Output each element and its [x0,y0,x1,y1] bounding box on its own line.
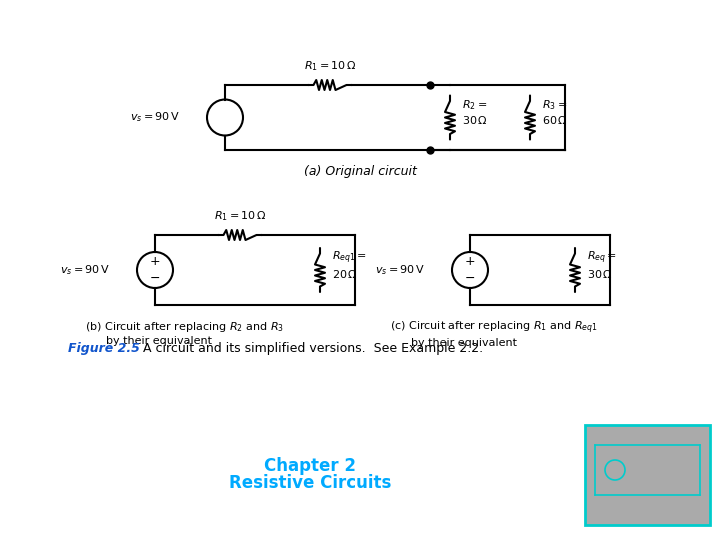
Text: −: − [150,272,161,285]
Text: Figure 2.5: Figure 2.5 [68,342,140,355]
Text: A circuit and its simplified versions.  See Example 2.2.: A circuit and its simplified versions. S… [135,342,483,355]
Text: $R_1 = 10\,\Omega$: $R_1 = 10\,\Omega$ [214,209,266,223]
FancyBboxPatch shape [585,425,710,525]
Text: $R_3 =$
$60\,\Omega$: $R_3 =$ $60\,\Omega$ [542,99,568,126]
Text: +: + [150,255,161,268]
Text: +: + [464,255,475,268]
Text: (b) Circuit after replacing $R_2$ and $R_3$
      by their equivalent: (b) Circuit after replacing $R_2$ and $R… [85,320,284,346]
Text: $v_s = 90\,\mathrm{V}$: $v_s = 90\,\mathrm{V}$ [60,263,110,277]
Text: (a) Original circuit: (a) Original circuit [304,165,416,178]
Text: $v_s = 90\,\mathrm{V}$: $v_s = 90\,\mathrm{V}$ [375,263,425,277]
Text: $v_s = 90\,\mathrm{V}$: $v_s = 90\,\mathrm{V}$ [130,111,180,124]
Text: Chapter 2: Chapter 2 [264,457,356,475]
Text: $R_2 =$
$30\,\Omega$: $R_2 =$ $30\,\Omega$ [462,99,488,126]
Text: $R_{eq} =$
$30\,\Omega$: $R_{eq} =$ $30\,\Omega$ [587,250,617,280]
Text: $R_{eq1} =$
$20\,\Omega$: $R_{eq1} =$ $20\,\Omega$ [332,250,367,280]
Text: −: − [464,272,475,285]
Text: $R_1 = 10\,\Omega$: $R_1 = 10\,\Omega$ [304,59,356,73]
Text: (c) Circuit after replacing $R_1$ and $R_{eq1}$
      by their equivalent: (c) Circuit after replacing $R_1$ and $R… [390,320,598,348]
Text: Resistive Circuits: Resistive Circuits [229,474,391,492]
